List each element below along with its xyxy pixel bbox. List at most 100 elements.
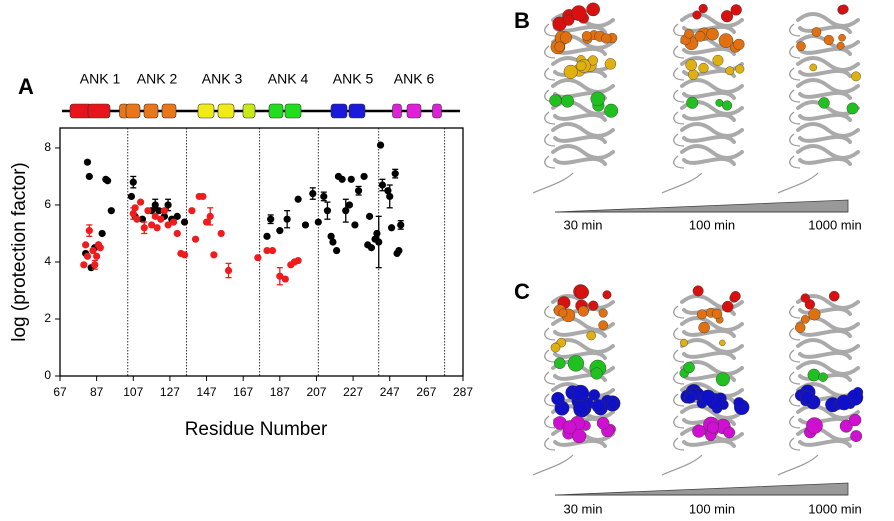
ribbon (680, 122, 744, 144)
data-point (96, 244, 104, 252)
domain-label: ANK 2 (137, 71, 178, 87)
panel-label: B (514, 8, 530, 33)
atom-sphere (551, 391, 565, 406)
data-point (138, 215, 147, 223)
loop (673, 23, 685, 37)
data-point (155, 207, 163, 215)
loop (544, 393, 556, 407)
atom-sphere (549, 94, 562, 107)
atom-sphere (839, 4, 849, 14)
data-point (314, 218, 322, 226)
y-axis-title: log (protection factor) (9, 162, 30, 342)
y-tick-label: 8 (44, 140, 51, 154)
atom-sphere (550, 342, 561, 353)
atom-sphere (698, 62, 709, 74)
loop (673, 89, 685, 103)
atom-sphere (598, 320, 609, 331)
atom-sphere (685, 59, 697, 71)
data-point (164, 221, 172, 229)
loop (789, 327, 801, 341)
atom-sphere (575, 60, 587, 72)
tail (532, 172, 574, 194)
loop (544, 371, 556, 385)
time-wedge (554, 482, 849, 496)
helix (348, 103, 366, 119)
helix (125, 103, 141, 119)
atom-sphere (604, 58, 617, 70)
loop (544, 349, 556, 363)
loop (544, 327, 556, 341)
atom-sphere (692, 285, 704, 297)
atom-sphere (683, 361, 695, 374)
x-tick-label: 67 (53, 385, 67, 399)
data-point (395, 246, 403, 255)
data-point (133, 215, 141, 223)
loop (789, 89, 801, 103)
atom-sphere (718, 33, 734, 48)
data-point (206, 212, 214, 220)
atom-sphere (570, 5, 587, 21)
data-point (129, 209, 137, 218)
data-point (80, 261, 88, 269)
y-tick-label: 0 (44, 368, 51, 382)
loop (673, 437, 685, 451)
ribbon (796, 56, 860, 78)
data-point (386, 192, 394, 201)
loop (544, 155, 556, 169)
time-label: 1000 min (808, 217, 861, 232)
data-point (294, 195, 302, 203)
atom-sphere (588, 389, 601, 401)
data-point (147, 221, 156, 229)
ribbon (796, 12, 860, 34)
atom-sphere (581, 31, 592, 41)
helix (392, 103, 402, 119)
data-point (342, 207, 350, 215)
domain-label: ANK 4 (268, 71, 309, 87)
atom-sphere (680, 338, 688, 347)
ribbon (680, 78, 744, 100)
data-point (191, 235, 200, 243)
atom-sphere (692, 424, 706, 438)
atom-sphere (733, 397, 745, 409)
atom-sphere (807, 368, 821, 382)
atom-sphere (836, 41, 845, 50)
atom-sphere (730, 291, 741, 302)
x-tick-label: 247 (380, 385, 400, 399)
loop (789, 371, 801, 385)
data-point (387, 224, 396, 232)
atom-sphere (699, 389, 716, 406)
data-point (365, 212, 374, 220)
ribbon (680, 338, 744, 360)
atom-sphere (722, 100, 733, 111)
loop (544, 67, 556, 81)
x-tick-label: 287 (453, 385, 473, 399)
helix (161, 103, 177, 119)
x-tick-label: 187 (270, 385, 290, 399)
data-point (267, 215, 275, 223)
loop (789, 305, 801, 319)
data-point (254, 254, 262, 262)
x-tick-label: 227 (343, 385, 363, 399)
atom-sphere (800, 293, 810, 303)
atom-sphere (806, 417, 823, 434)
loop (673, 155, 685, 169)
data-point (85, 227, 93, 235)
loop (673, 133, 685, 147)
data-point (91, 261, 99, 269)
atom-sphere (554, 357, 566, 369)
data-point (151, 201, 159, 209)
data-point (391, 170, 399, 178)
x-axis-title: Residue Number (185, 419, 328, 440)
atom-sphere (800, 390, 815, 405)
atom-sphere (838, 33, 846, 42)
atom-sphere (591, 399, 606, 413)
atom-sphere (604, 103, 619, 118)
y-tick-label: 4 (44, 254, 51, 268)
data-point (373, 229, 381, 238)
atom-sphere (800, 315, 810, 324)
y-tick-label: 2 (44, 311, 51, 325)
panel-label: C (514, 279, 530, 304)
atom-sphere (686, 96, 699, 109)
data-point (376, 141, 385, 149)
atom-sphere (698, 321, 710, 334)
